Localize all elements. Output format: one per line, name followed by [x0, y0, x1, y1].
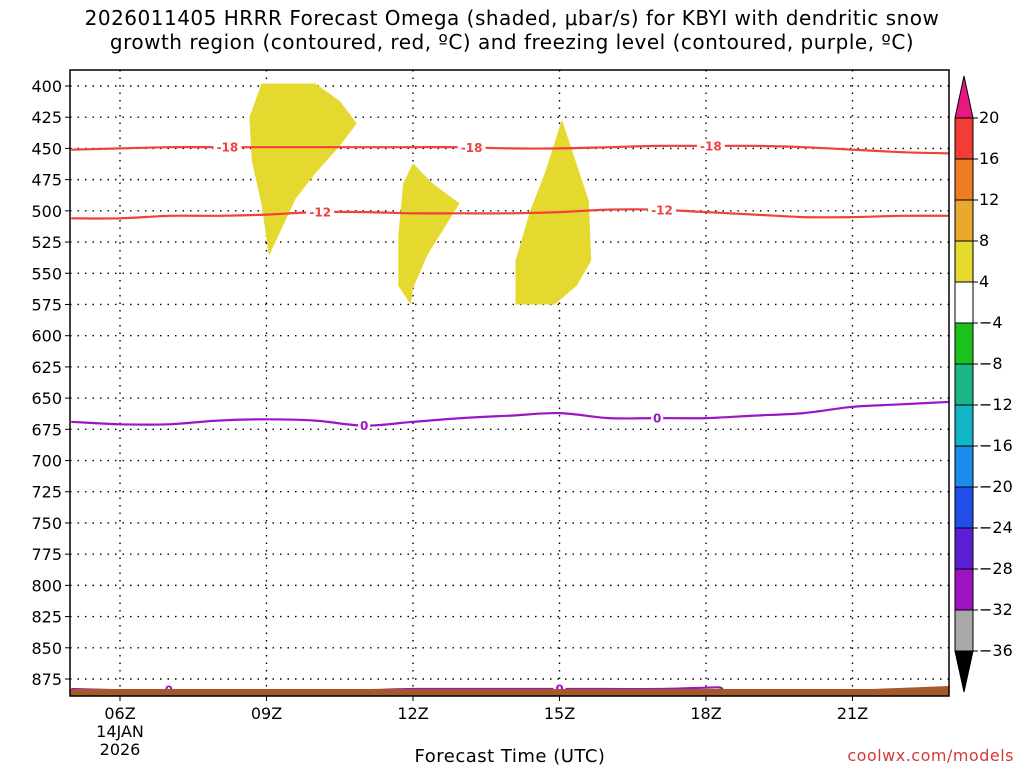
terrain	[70, 686, 949, 696]
colorbar-swatch	[954, 240, 974, 283]
colorbar-label: −20	[979, 477, 1013, 496]
chart-title: 2026011405 HRRR Forecast Omega (shaded, …	[0, 6, 1024, 54]
colorbar-swatch	[954, 486, 974, 529]
plot-frame	[69, 69, 950, 697]
x-tick-label: 21Z	[837, 704, 868, 723]
credit-link[interactable]: coolwx.com/models	[847, 746, 1014, 765]
contour-label-bg	[651, 411, 664, 426]
y-tick-label: 500	[31, 202, 62, 221]
y-tick-label: 625	[31, 358, 62, 377]
y-tick-label: 775	[31, 545, 62, 564]
colorbar-label: −32	[979, 600, 1013, 619]
title-line-1: 2026011405 HRRR Forecast Omega (shaded, …	[84, 6, 940, 30]
y-tick-label: 600	[31, 327, 62, 346]
x-tick-label: 06Z	[104, 704, 135, 723]
contour-label-bg	[457, 140, 486, 155]
colorbar-swatch	[954, 199, 974, 242]
plot-background	[70, 70, 949, 696]
y-tick-label: 725	[31, 483, 62, 502]
contour-label-bg	[696, 138, 725, 153]
dendritic-contour-label: -12	[651, 203, 673, 217]
dendritic-contour-label: -18	[700, 139, 722, 153]
y-tick-label: 750	[31, 514, 62, 533]
colorbar-swatch	[954, 117, 974, 160]
y-tick-label: 800	[31, 576, 62, 595]
colorbar-label: 16	[979, 149, 999, 168]
title-line-2: growth region (contoured, red, ºC) and f…	[109, 30, 915, 54]
plot-area	[70, 70, 949, 696]
y-tick-label: 450	[31, 139, 62, 158]
y-tick-label: 850	[31, 639, 62, 658]
freezing-level-contour	[71, 400, 949, 427]
y-tick-label: 825	[31, 608, 62, 627]
colorbar-label: 8	[979, 231, 989, 250]
y-tick-label: 700	[31, 452, 62, 471]
colorbar-label: 20	[979, 108, 999, 127]
y-tick-label: 400	[31, 77, 62, 96]
freezing-level-contour-label: 0	[653, 412, 661, 426]
x-tick-label: 18Z	[690, 704, 721, 723]
contour-label-bg	[213, 140, 242, 155]
y-tick-label: 575	[31, 295, 62, 314]
x-tick-label: 12Z	[397, 704, 428, 723]
colorbar-label: 12	[979, 190, 999, 209]
colorbar-label: −4	[979, 313, 1003, 332]
y-tick-label: 550	[31, 264, 62, 283]
dendritic-contour	[71, 208, 949, 220]
colorbar-label: 4	[979, 272, 989, 291]
colorbar-label: −28	[979, 559, 1013, 578]
colorbar-swatch	[954, 527, 974, 570]
date-label: 14JAN	[96, 722, 144, 741]
contour-label-bg	[648, 202, 677, 217]
y-tick-label: 675	[31, 420, 62, 439]
omega-region	[249, 83, 357, 256]
x-tick-label: 09Z	[251, 704, 282, 723]
y-tick-label: 875	[31, 670, 62, 689]
colorbar-swatch	[954, 281, 974, 324]
colorbar-swatch	[954, 568, 974, 611]
colorbar-swatch	[954, 445, 974, 488]
contour-label-bg	[358, 418, 371, 433]
terrain-rise	[872, 686, 949, 689]
dendritic-contour-label: -18	[217, 141, 239, 155]
colorbar: 20 16 12 8 4 −4 −8 −12 −16 −20 −24 −28 −32 −36	[954, 75, 1013, 693]
y-tick-label: 425	[31, 108, 62, 127]
colorbar-swatch	[954, 404, 974, 447]
freezing-level-contour-label: 0	[360, 419, 368, 433]
colorbar-swatch	[954, 158, 974, 201]
colorbar-top-arrow	[954, 75, 974, 119]
colorbar-swatch	[954, 363, 974, 406]
colorbar-swatch	[954, 322, 974, 365]
x-axis-title: Forecast Time (UTC)	[414, 746, 606, 767]
y-tick-label: 525	[31, 233, 62, 252]
colorbar-label: −24	[979, 518, 1013, 537]
y-tick-label: 650	[31, 389, 62, 408]
plot-border	[69, 69, 950, 697]
date-label: 2026	[100, 740, 141, 759]
colorbar-label: −8	[979, 354, 1003, 373]
dendritic-contour-label: -18	[461, 141, 483, 155]
colorbar-label: −36	[979, 641, 1013, 660]
colorbar-label: −12	[979, 395, 1013, 414]
y-tick-label: 475	[31, 171, 62, 190]
x-tick-label: 15Z	[544, 704, 575, 723]
y-axis-ticks: 400 425 450 475 500 525 550 575 600 625 650 675 700 7…	[31, 77, 70, 689]
contour-lines: -18-18-18-12-120000	[71, 138, 949, 696]
colorbar-label: −16	[979, 436, 1013, 455]
omega-region	[398, 163, 460, 305]
terrain-fill	[70, 689, 949, 696]
colorbar-bottom-arrow	[954, 650, 974, 693]
contour-label-bg	[306, 205, 335, 220]
colorbar-swatch	[954, 609, 974, 652]
dendritic-contour-label: -12	[309, 206, 331, 220]
